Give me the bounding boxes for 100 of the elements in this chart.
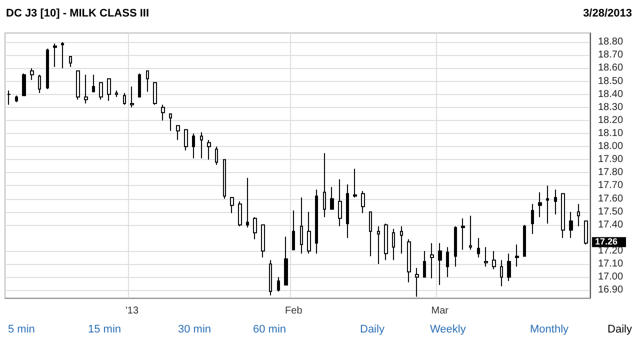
candlestick: [330, 186, 334, 210]
candlestick: [46, 48, 49, 90]
chart-subtitle: 3/28/2013: [583, 8, 632, 20]
y-tick-label: 18.60: [598, 62, 624, 74]
candlestick: [146, 70, 149, 92]
candlestick: [307, 211, 311, 254]
candlestick: [76, 70, 80, 100]
candlestick: [531, 204, 534, 235]
candlestick: [292, 210, 295, 250]
y-tick-label: 17.10: [598, 258, 624, 270]
y-tick-label: 18.10: [598, 128, 624, 140]
text: 17.26: [595, 236, 618, 247]
y-tick-label: 17.80: [598, 167, 624, 178]
candlestick: [438, 242, 442, 286]
candlestick: [369, 211, 372, 257]
candlestick: [346, 184, 349, 238]
y-tick-label: 17.00: [598, 272, 624, 283]
candlestick: [415, 267, 419, 298]
text: 5 min: [8, 324, 35, 336]
candlestick: [253, 216, 257, 240]
candlestick: [377, 226, 380, 265]
candlestick: [423, 250, 426, 278]
candlestick: [353, 168, 357, 198]
candlestick: [92, 74, 95, 92]
x-tick-label: Feb: [285, 306, 303, 316]
y-tick-label: 17.60: [598, 193, 624, 204]
candlestick: [38, 74, 41, 94]
candlestick: [561, 193, 565, 238]
candlestick: [107, 78, 111, 102]
candlestick: [546, 185, 549, 224]
text: Monthly: [530, 324, 570, 336]
candlestick: [61, 42, 64, 69]
candlestick: [69, 56, 72, 68]
candlestick: [207, 140, 211, 160]
candlestick: [7, 90, 11, 106]
candlestick: [215, 146, 218, 166]
candlestick: [446, 246, 449, 278]
candlestick: [223, 159, 226, 200]
candlestick: [115, 90, 118, 98]
candlestick: [392, 228, 395, 261]
candlestick: [84, 74, 88, 104]
candlestick: [192, 133, 195, 159]
candlestick: [469, 215, 472, 250]
candlestick: [30, 68, 34, 80]
candlestick: [261, 224, 265, 258]
candlestick: [153, 82, 157, 106]
y-tick-label: 18.00: [598, 141, 624, 152]
candlestick: [99, 82, 103, 100]
y-tick-label: 18.80: [598, 36, 624, 48]
candlestick: [169, 113, 172, 132]
candlestick: [454, 226, 457, 268]
candlestick: [500, 260, 503, 287]
candlestick: [461, 218, 465, 250]
y-tick-label: 18.70: [598, 50, 624, 61]
text: Weekly: [430, 324, 466, 336]
candlestick: [569, 211, 573, 238]
candlestick: [161, 104, 165, 121]
candlestick: [577, 204, 580, 227]
candlestick: [538, 192, 542, 218]
y-tick-label: 18.30: [598, 102, 624, 113]
x-tick-label: '13: [125, 306, 139, 316]
text: 30 min: [178, 324, 212, 336]
candlestick: [554, 189, 557, 215]
candlestick: [361, 190, 365, 214]
candlestick: [15, 95, 18, 103]
y-tick-label: 17.50: [598, 206, 624, 218]
candlestick: [53, 42, 57, 68]
candlestick: [338, 178, 342, 227]
chart-title: DC J3 [10] - MILK CLASS III: [6, 8, 150, 20]
candlestick: [315, 189, 318, 254]
y-tick-label: 17.90: [598, 154, 624, 166]
candlestick: [246, 177, 249, 228]
candlestick: [477, 237, 480, 258]
x-tick-label: Mar: [431, 306, 450, 316]
candlestick: [400, 226, 403, 254]
candlestick: [238, 200, 242, 227]
candlestick: [507, 253, 511, 282]
candlestick: [323, 152, 326, 218]
candlestick: [407, 238, 411, 283]
candlestick: [430, 242, 434, 279]
candlestick: [184, 129, 188, 151]
candlestick: [515, 244, 519, 268]
candlestick: [284, 236, 288, 286]
text: Daily: [360, 324, 385, 336]
candlestick: [176, 125, 180, 141]
text: 15 min: [88, 324, 122, 336]
candlestick: [230, 196, 234, 214]
y-tick-label: 17.20: [598, 246, 624, 257]
candlestick: [277, 276, 280, 292]
candlestick: [138, 72, 141, 98]
candlestick: [200, 132, 203, 159]
candlestick: [269, 260, 272, 296]
text: Daily: [608, 324, 632, 336]
candlestick: [300, 196, 303, 254]
candlestick: [584, 220, 588, 245]
candlestick: [484, 246, 488, 268]
candlestick: [523, 224, 526, 257]
text: 60 min: [253, 324, 286, 336]
y-tick-label: 17.70: [598, 180, 624, 192]
y-tick-label: 16.90: [598, 284, 624, 296]
